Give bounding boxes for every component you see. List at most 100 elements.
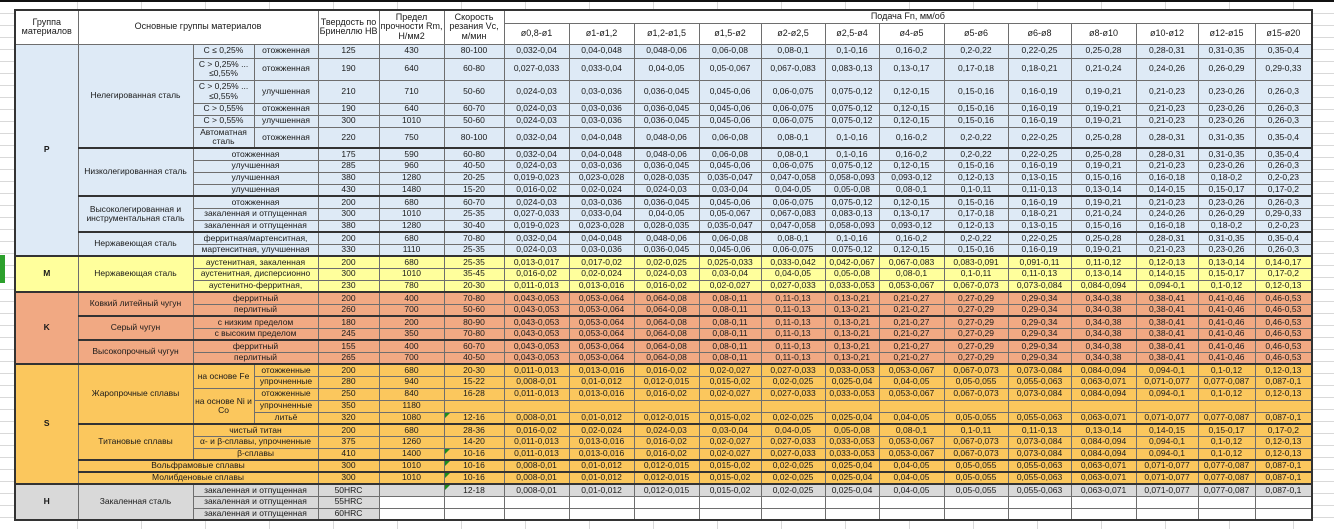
cell-cutting-speed[interactable]: 10-16 xyxy=(443,447,505,461)
cell-feed[interactable]: 0,013-0,016 xyxy=(568,435,635,449)
cell-feed[interactable]: 0,071-0,077 xyxy=(1135,471,1199,485)
cell-feed[interactable]: 0,067-0,083 xyxy=(878,255,945,269)
material-label-cell[interactable]: литьё xyxy=(253,411,319,425)
cell-feed[interactable]: 0,01-0,012 xyxy=(568,375,635,389)
cell-feed[interactable]: 0,27-0,29 xyxy=(943,303,1009,317)
material-label-cell[interactable]: отожженная xyxy=(253,126,319,149)
cell-feed[interactable]: 0,16-0,2 xyxy=(878,126,945,149)
cell-feed[interactable]: 0,14-0,15 xyxy=(1135,183,1199,197)
cell-feed[interactable]: 0,02-0,024 xyxy=(568,423,635,437)
cell-strength[interactable]: 1280 xyxy=(378,171,445,185)
cell-feed[interactable]: 0,064-0,08 xyxy=(633,351,700,365)
cell-feed[interactable]: 0,16-0,19 xyxy=(1007,195,1072,209)
cell-feed[interactable]: 0,16-0,18 xyxy=(1135,171,1199,185)
column-header-strength[interactable]: Предел прочности Rm, Н/мм2 xyxy=(378,9,445,45)
cell-feed[interactable]: 0,24-0,26 xyxy=(1135,57,1199,81)
cell-feed[interactable]: 0,34-0,38 xyxy=(1070,339,1137,353)
cell-feed[interactable]: 0,027-0,033 xyxy=(760,447,826,461)
cell-strength[interactable]: 1480 xyxy=(378,183,445,197)
cell-feed[interactable]: 0,013-0,017 xyxy=(503,255,570,269)
cell-strength[interactable]: 1180 xyxy=(378,399,445,413)
cell-feed[interactable]: 0,064-0,08 xyxy=(633,315,700,329)
material-label-cell[interactable]: аустенитная, закаленная xyxy=(192,255,319,269)
cell-feed[interactable]: 0,2-0,22 xyxy=(943,231,1009,245)
cell-cutting-speed[interactable] xyxy=(443,495,505,509)
cell-feed[interactable]: 0,087-0,1 xyxy=(1254,459,1313,473)
column-header-main-groups[interactable]: Основные группы материалов xyxy=(77,9,319,45)
cell-feed[interactable] xyxy=(1197,399,1256,413)
cell-feed[interactable]: 0,08-0,11 xyxy=(698,339,762,353)
cell-feed[interactable]: 0,053-0,067 xyxy=(878,363,945,377)
section-letter-K[interactable]: K xyxy=(14,291,79,365)
cell-feed[interactable]: 0,11-0,13 xyxy=(1007,267,1072,281)
cell-feed[interactable]: 0,016-0,02 xyxy=(633,387,700,401)
cell-feed[interactable]: 0,024-0,03 xyxy=(503,159,570,173)
cell-feed[interactable] xyxy=(568,399,635,413)
cell-hardness[interactable]: 245 xyxy=(317,327,380,341)
cell-feed[interactable]: 0,26-0,3 xyxy=(1254,159,1313,173)
cell-cutting-speed[interactable]: 10-16 xyxy=(443,471,505,485)
column-header-diameter[interactable]: ø8-ø10 xyxy=(1070,22,1137,45)
cell-feed[interactable]: 0,05-0,08 xyxy=(824,183,880,197)
material-label-cell[interactable]: улучшенная xyxy=(192,159,319,173)
cell-feed[interactable]: 0,071-0,077 xyxy=(1135,483,1199,497)
cell-feed[interactable]: 0,043-0,053 xyxy=(503,303,570,317)
cell-strength[interactable]: 640 xyxy=(378,102,445,116)
material-label-cell[interactable]: отожженные xyxy=(253,387,319,401)
material-label-cell[interactable]: мартенситная, улучшенная xyxy=(192,243,319,257)
cell-feed[interactable] xyxy=(878,495,945,509)
material-label-cell[interactable]: Молибденовые сплавы xyxy=(77,471,319,485)
cell-feed[interactable]: 0,1-0,12 xyxy=(1197,363,1256,377)
cell-feed[interactable]: 0,29-0,34 xyxy=(1007,291,1072,305)
cell-feed[interactable] xyxy=(1135,495,1199,509)
cell-strength[interactable]: 700 xyxy=(378,351,445,365)
cell-cutting-speed[interactable]: 28-36 xyxy=(443,423,505,437)
cell-cutting-speed[interactable]: 20-30 xyxy=(443,363,505,377)
cell-hardness[interactable]: 265 xyxy=(317,351,380,365)
material-label-cell[interactable]: Закаленная сталь xyxy=(77,483,194,521)
cell-feed[interactable]: 0,21-0,27 xyxy=(878,327,945,341)
cell-feed[interactable]: 0,094-0,1 xyxy=(1135,435,1199,449)
cell-feed[interactable]: 0,03-0,04 xyxy=(698,423,762,437)
cell-strength[interactable]: 940 xyxy=(378,375,445,389)
cell-hardness[interactable]: 410 xyxy=(317,447,380,461)
material-label-cell[interactable]: ферритная/мартенситная, xyxy=(192,231,319,245)
cell-feed[interactable]: 0,25-0,28 xyxy=(1070,231,1137,245)
cell-feed[interactable]: 0,028-0,035 xyxy=(633,171,700,185)
cell-cutting-speed[interactable]: 12-16 xyxy=(443,411,505,425)
cell-feed[interactable] xyxy=(878,399,945,413)
cell-feed[interactable]: 0,28-0,31 xyxy=(1135,231,1199,245)
cell-strength[interactable]: 680 xyxy=(378,423,445,437)
cell-feed[interactable] xyxy=(1007,507,1072,521)
cell-feed[interactable] xyxy=(1070,507,1137,521)
cell-cutting-speed[interactable] xyxy=(443,399,505,413)
cell-feed[interactable]: 0,21-0,23 xyxy=(1135,195,1199,209)
column-header-diameter[interactable]: ø15-ø20 xyxy=(1254,22,1313,45)
cell-feed[interactable]: 0,02-0,027 xyxy=(698,447,762,461)
cell-feed[interactable]: 0,027-0,033 xyxy=(503,207,570,221)
material-label-cell[interactable]: с высоким пределом xyxy=(192,327,319,341)
cell-feed[interactable]: 0,11-0,13 xyxy=(760,327,826,341)
cell-cutting-speed[interactable]: 70-80 xyxy=(443,231,505,245)
cell-feed[interactable]: 0,025-0,04 xyxy=(824,483,880,497)
cell-feed[interactable]: 0,015-0,02 xyxy=(698,459,762,473)
cell-feed[interactable]: 0,2-0,23 xyxy=(1254,171,1313,185)
material-label-cell[interactable]: Вольфрамовые сплавы xyxy=(77,459,319,473)
cell-feed[interactable]: 0,053-0,064 xyxy=(568,291,635,305)
cell-feed[interactable]: 0,11-0,13 xyxy=(760,339,826,353)
material-label-cell[interactable]: закаленная и отпущенная xyxy=(192,207,319,221)
cell-feed[interactable]: 0,064-0,08 xyxy=(633,291,700,305)
cell-cutting-speed[interactable]: 50-60 xyxy=(443,303,505,317)
cell-feed[interactable]: 0,035-0,047 xyxy=(698,171,762,185)
cell-feed[interactable]: 0,077-0,087 xyxy=(1197,459,1256,473)
cell-hardness[interactable]: 300 xyxy=(317,114,380,128)
cell-feed[interactable]: 0,12-0,15 xyxy=(878,243,945,257)
cell-feed[interactable]: 0,46-0,53 xyxy=(1254,327,1313,341)
cell-feed[interactable]: 0,08-0,1 xyxy=(878,423,945,437)
cell-feed[interactable]: 0,032-0,04 xyxy=(503,147,570,161)
cell-cutting-speed[interactable]: 15-22 xyxy=(443,375,505,389)
cell-feed[interactable] xyxy=(698,399,762,413)
cell-feed[interactable]: 0,075-0,12 xyxy=(824,79,880,104)
cell-feed[interactable]: 0,12-0,15 xyxy=(878,79,945,104)
cell-feed[interactable]: 0,13-0,21 xyxy=(824,303,880,317)
